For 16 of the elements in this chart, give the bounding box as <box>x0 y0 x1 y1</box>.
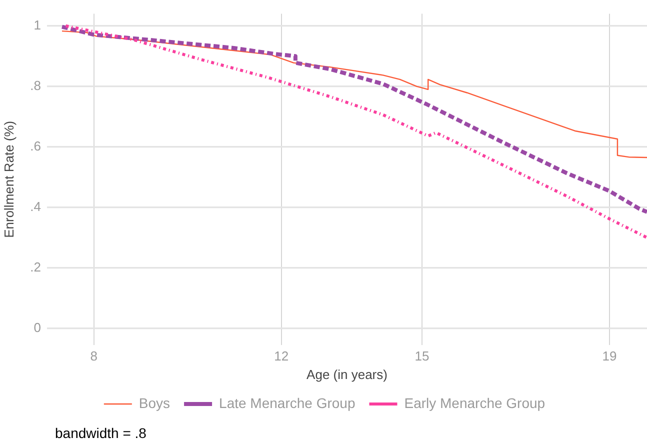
y-tick-label: 1 <box>34 17 41 32</box>
y-tick-label: .2 <box>30 259 41 274</box>
y-tick-label: .8 <box>30 78 41 93</box>
x-tick-label: 8 <box>90 348 98 364</box>
x-axis-title: Age (in years) <box>306 366 388 382</box>
y-tick-label: .4 <box>30 198 41 214</box>
x-tick-label: 19 <box>602 348 617 364</box>
y-axis-title: Enrollment Rate (%) <box>1 120 16 238</box>
x-tick-label: 12 <box>274 348 289 364</box>
y-tick-label: 0 <box>34 320 41 335</box>
legend-label: Early Menarche Group <box>404 394 546 411</box>
y-tick-label: .6 <box>30 138 41 154</box>
legend-label: Boys <box>138 394 170 411</box>
text: bandwidth = .8 <box>55 425 146 441</box>
x-tick-label: 15 <box>414 348 430 364</box>
legend-label: Late Menarche Group <box>219 394 356 411</box>
